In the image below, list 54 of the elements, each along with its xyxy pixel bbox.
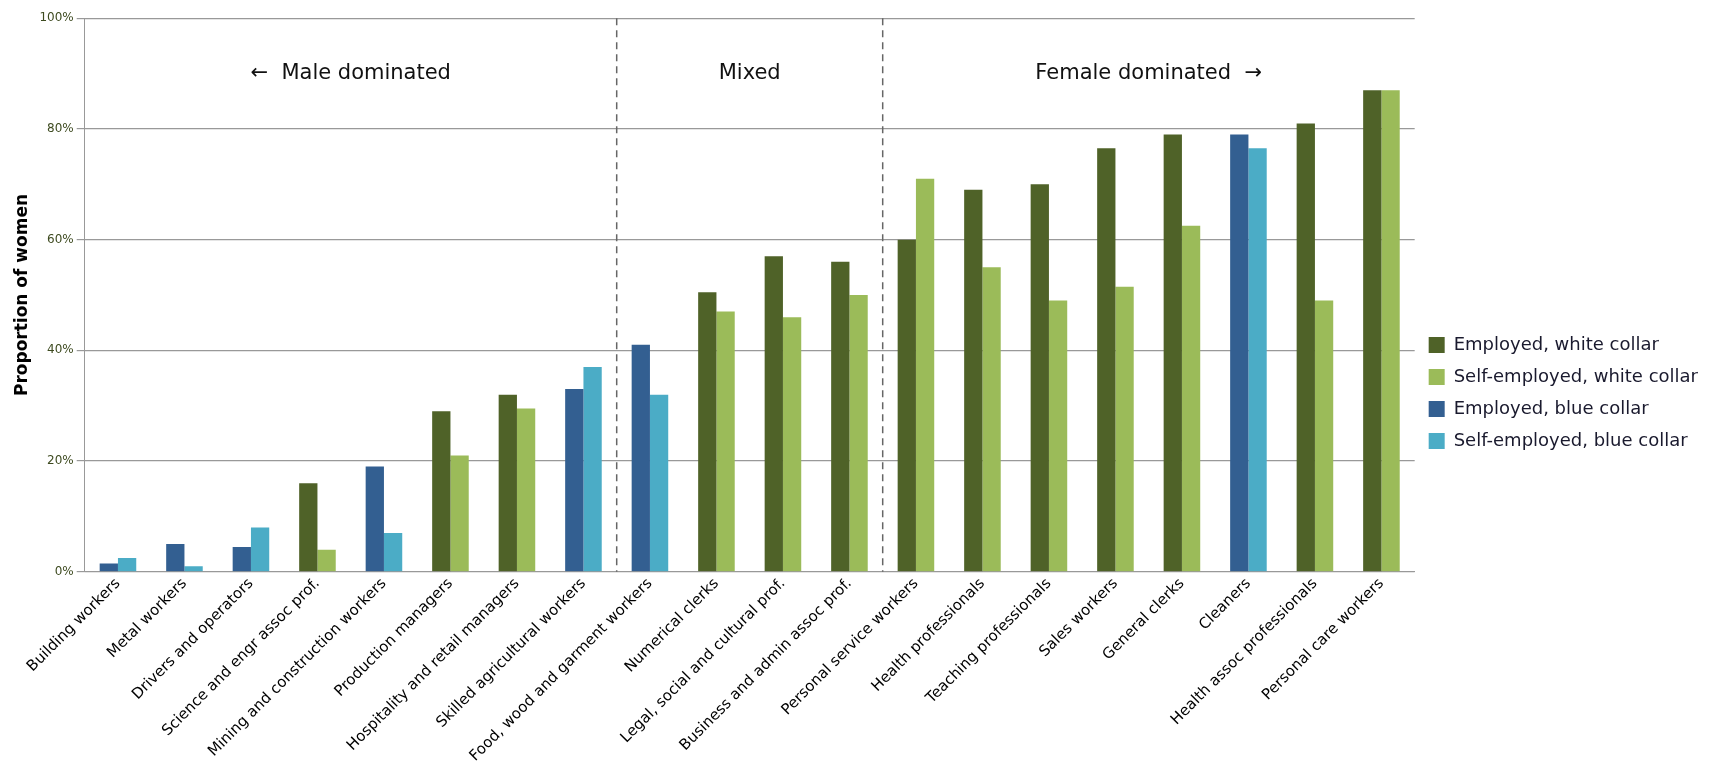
bar <box>365 466 384 572</box>
bar <box>565 389 584 572</box>
bar <box>317 549 336 572</box>
bar <box>99 563 118 572</box>
bar <box>964 189 983 572</box>
bar <box>1230 134 1249 572</box>
bar <box>232 546 251 572</box>
bar <box>716 311 735 572</box>
annotation: ← Male dominated <box>250 60 451 85</box>
bar <box>166 544 185 572</box>
y-tick-label: 40% <box>47 342 74 357</box>
y-tick-label: 20% <box>47 453 74 468</box>
bar <box>250 527 270 572</box>
bar <box>1115 286 1134 572</box>
bar <box>1248 148 1267 572</box>
bar <box>583 366 602 572</box>
y-axis-title: Proportion of women <box>10 193 31 397</box>
legend-label: Employed, blue collar <box>1453 396 1650 418</box>
bar <box>782 317 802 572</box>
bar <box>982 267 1001 572</box>
bar <box>849 295 868 572</box>
annotation: Mixed <box>718 60 781 85</box>
bar <box>1381 90 1400 572</box>
bar <box>117 557 137 572</box>
bar <box>831 261 850 572</box>
bar <box>450 455 469 572</box>
bar <box>498 394 517 572</box>
bar <box>432 411 451 572</box>
y-tick-label: 60% <box>47 231 74 246</box>
bar <box>649 394 669 572</box>
y-tick-label: 100% <box>39 10 74 25</box>
bar <box>1048 300 1068 572</box>
bar <box>897 239 916 572</box>
bar <box>383 533 403 572</box>
bar <box>915 178 935 572</box>
bar <box>698 292 717 572</box>
y-tick-label: 0% <box>54 563 74 578</box>
bar <box>1181 225 1201 572</box>
bar <box>1097 148 1116 572</box>
bar <box>1030 184 1049 572</box>
legend-label: Self-employed, white collar <box>1453 364 1699 386</box>
bar <box>1296 123 1315 572</box>
bar <box>299 483 318 572</box>
y-tick-label: 80% <box>47 121 74 136</box>
bar <box>1314 300 1334 572</box>
bar <box>1163 134 1182 572</box>
bar <box>764 256 783 572</box>
bar <box>516 408 536 572</box>
bar <box>184 566 203 572</box>
legend-label: Self-employed, blue collar <box>1453 428 1689 450</box>
annotation: Female dominated → <box>1035 60 1263 85</box>
bar <box>1363 90 1382 572</box>
bar <box>631 344 650 572</box>
legend-label: Employed, white collar <box>1453 332 1660 354</box>
